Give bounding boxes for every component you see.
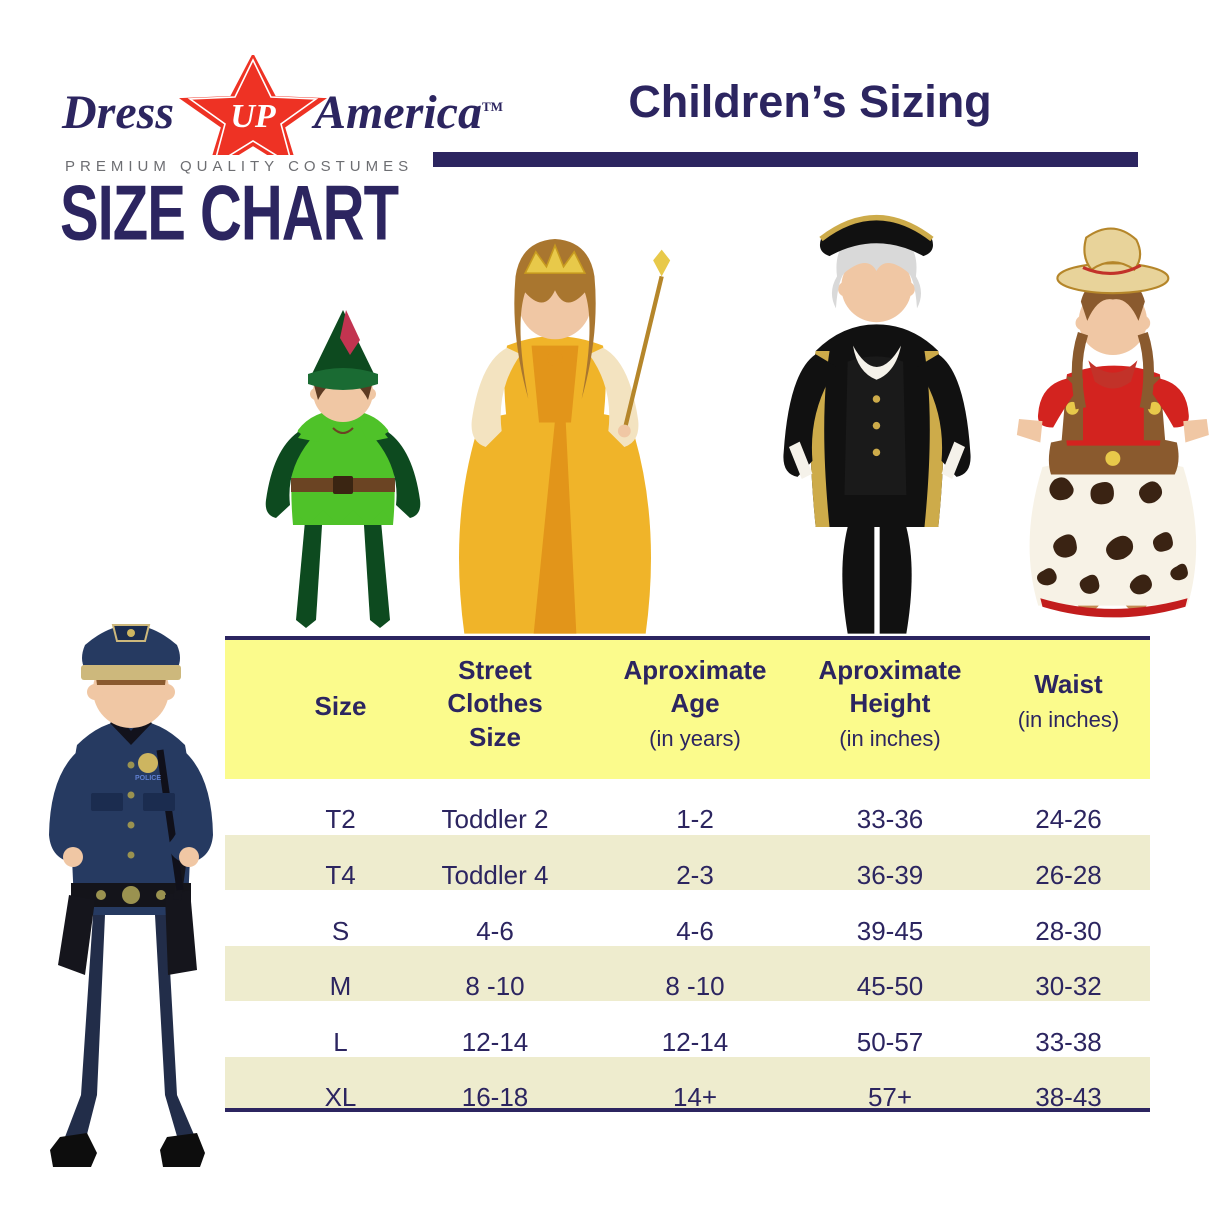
svg-text:POLICE: POLICE xyxy=(135,775,161,782)
svg-text:UP: UP xyxy=(230,98,276,135)
